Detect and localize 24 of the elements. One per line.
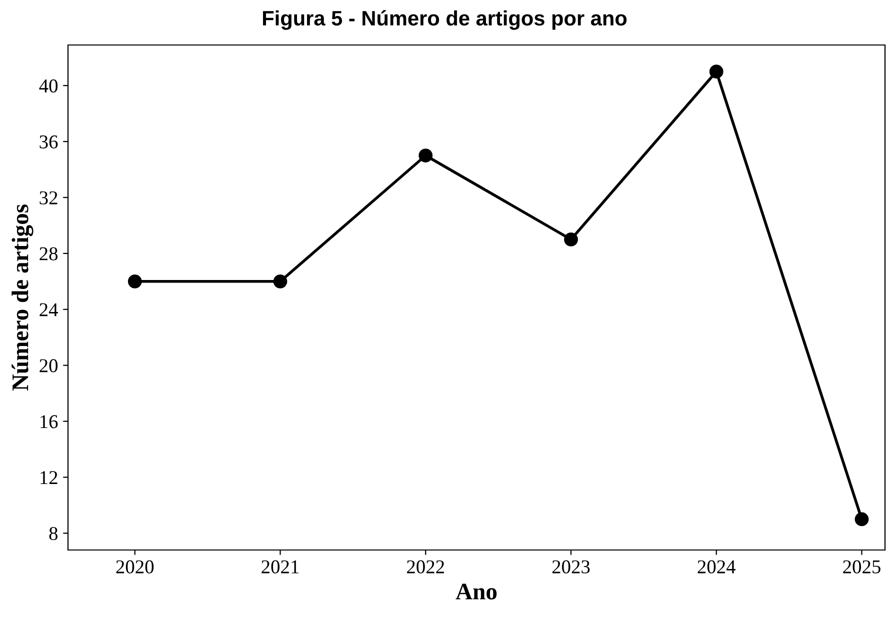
x-axis-title: Ano <box>456 584 497 600</box>
x-tick-label: 2022 <box>407 560 444 574</box>
x-tick-label: 2024 <box>698 560 736 574</box>
y-tick-label: 32 <box>40 191 58 204</box>
point <box>128 274 142 288</box>
point <box>854 512 869 526</box>
y-tick-label: 20 <box>40 359 58 372</box>
y-axis-title: Número de artigos <box>12 204 34 391</box>
point <box>709 64 724 79</box>
y-tick-label: 36 <box>40 135 58 148</box>
y-tick-label: 16 <box>40 415 58 428</box>
y-tick-label: 8 <box>49 527 58 540</box>
point <box>273 274 288 288</box>
y-tick-label: 40 <box>39 79 58 93</box>
y-tick-label: 24 <box>40 303 58 316</box>
point <box>418 148 433 162</box>
point <box>564 232 578 246</box>
x-tick-label: 2020 <box>116 560 154 574</box>
y-tick-label: 12 <box>40 471 58 484</box>
chart-title: Figura 5 - Número de artigos por ano <box>263 10 627 30</box>
x-tick-label: 2023 <box>552 560 590 574</box>
y-tick-label: 28 <box>40 247 58 260</box>
x-tick-label: 2025 <box>843 560 880 574</box>
x-tick-label: 2021 <box>262 560 299 574</box>
